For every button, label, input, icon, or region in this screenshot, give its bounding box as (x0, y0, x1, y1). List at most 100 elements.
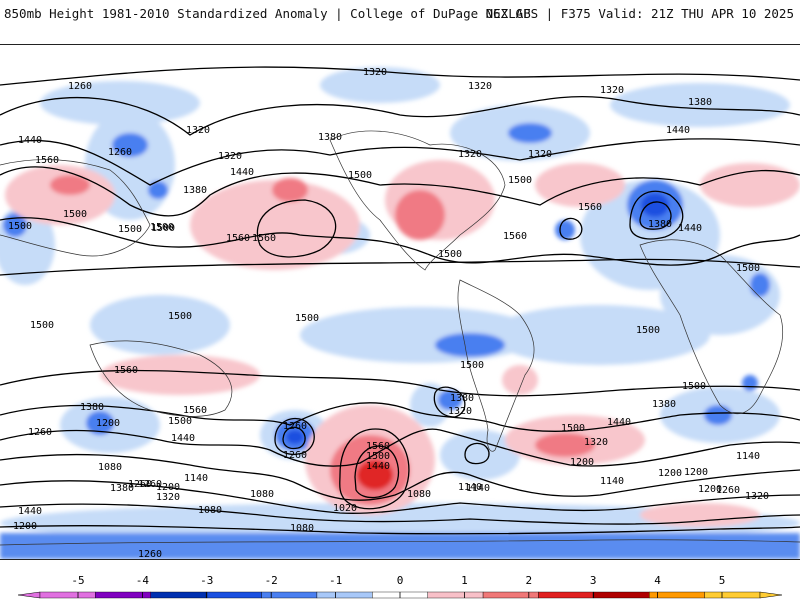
legend-swatch (427, 591, 484, 599)
contour-label: 1200 (96, 418, 120, 429)
contour-label: 1500 (295, 313, 319, 324)
contour-label: 1380 (652, 399, 676, 410)
contour-label: 1440 (230, 167, 254, 178)
contour-line (0, 96, 800, 136)
legend-tick-label: -2 (265, 574, 278, 587)
legend-tick-label: 1 (461, 574, 468, 587)
contour-label: 1020 (333, 503, 357, 514)
contour-label: 1500 (168, 416, 192, 427)
anomaly-region (190, 180, 360, 270)
anomaly-region (100, 355, 260, 395)
contour-label: 1200 (570, 457, 594, 468)
legend-arrow-right (759, 591, 783, 599)
contour-line (559, 217, 583, 240)
contour-label: 1500 (366, 451, 390, 462)
contour-label: 1320 (584, 437, 608, 448)
anomaly-region (750, 273, 770, 297)
contour-line (0, 525, 800, 535)
legend-swatch (538, 591, 595, 599)
contour-label: 1140 (458, 482, 482, 493)
contour-label: 1440 (678, 223, 702, 234)
contour-label: 1260 (28, 427, 52, 438)
contour-line (0, 480, 800, 514)
anomaly-region (40, 81, 200, 125)
contour-label: 1440 (171, 433, 195, 444)
legend-arrow-left (17, 591, 41, 599)
anomaly-region (641, 193, 669, 217)
contour-line (0, 166, 800, 217)
contour-label: 1440 (18, 506, 42, 517)
coastline (0, 539, 800, 546)
contour-label: 1260 (128, 479, 152, 490)
contour-label: 1140 (184, 473, 208, 484)
anomaly-region (610, 83, 790, 127)
legend-tick-label: -5 (71, 574, 84, 587)
legend-swatch (150, 591, 207, 599)
legend-swatch (704, 591, 761, 599)
contour-line (282, 426, 306, 450)
contour-label: 1080 (98, 462, 122, 473)
contour-label: 1500 (151, 223, 175, 234)
contour-label: 1500 (150, 222, 174, 233)
contour-line (464, 442, 490, 465)
contour-label: 1440 (366, 461, 390, 472)
contour-label: 1140 (600, 476, 624, 487)
contour-label: 1500 (30, 320, 54, 331)
anomaly-region (660, 255, 780, 335)
contour-label: 1260 (108, 147, 132, 158)
anomaly-region (90, 295, 230, 355)
contour-label: 1260 (138, 549, 162, 559)
contour-label: 1080 (198, 505, 222, 516)
anomaly-region (112, 133, 148, 157)
anomaly-region (286, 430, 304, 444)
contour-label: 1200 (698, 484, 722, 495)
height-contours (0, 66, 800, 535)
legend-swatch (316, 591, 373, 599)
coastline (0, 159, 151, 257)
contour-label: 1260 (283, 450, 307, 461)
legend-swatch (593, 591, 650, 599)
contour-label: 1380 (450, 393, 474, 404)
anomaly-region (86, 411, 114, 435)
contour-label: 1500 (118, 224, 142, 235)
contour-label: 1560 (252, 233, 276, 244)
contour-label: 1500 (508, 175, 532, 186)
legend-tick-label: -1 (329, 574, 342, 587)
contour-label: 1380 (318, 132, 342, 143)
color-scale-legend: -5 -4 -3 -2 -1 0 1 2 3 4 5 (0, 568, 800, 600)
contour-label: 1080 (407, 489, 431, 500)
anomaly-region (272, 178, 308, 202)
contour-label: 1500 (460, 360, 484, 371)
contour-label: 1500 (438, 249, 462, 260)
contour-label: 1260 (283, 421, 307, 432)
anomaly-region (555, 220, 575, 240)
contour-label: 1500 (682, 381, 706, 392)
coastline (329, 130, 506, 271)
contour-label: 1200 (156, 482, 180, 493)
legend-tick-label: -4 (136, 574, 150, 587)
anomaly-region (704, 405, 732, 425)
legend-swatch (261, 591, 318, 599)
anomaly-region (440, 430, 520, 480)
contour-label: 1500 (8, 221, 32, 232)
anomaly-region (508, 123, 552, 143)
contour-label: 1320 (218, 151, 242, 162)
contour-line (639, 201, 672, 230)
legend-swatch (205, 591, 262, 599)
anomaly-region (535, 433, 595, 457)
contour-label: 1560 (366, 441, 390, 452)
anomaly-region (580, 180, 720, 290)
contour-label: 1500 (736, 263, 760, 274)
anomaly-region (502, 365, 538, 395)
map-panel[interactable]: 1320 1320 1320 1260 1260 1260 1320 1320 1380 1320… (0, 44, 800, 560)
contour-label: 1380 (688, 97, 712, 108)
contour-label: 1500 (63, 209, 87, 220)
anomaly-region (742, 375, 758, 391)
contour-label: 1260 (138, 479, 162, 490)
contour-label: 1200 (658, 468, 682, 479)
contour-label: 1320 (528, 149, 552, 160)
contour-label: 1560 (578, 202, 602, 213)
contour-label: 1260 (716, 485, 740, 496)
anomaly-region (148, 181, 168, 199)
